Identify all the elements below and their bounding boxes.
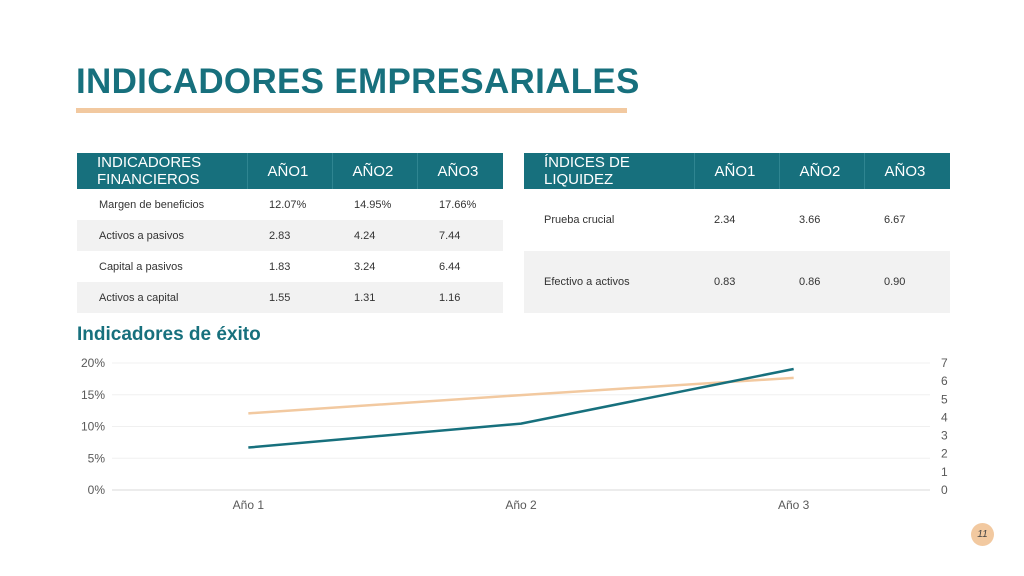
table-row: Activos a capital 1.55 1.31 1.16 [77, 282, 503, 313]
header-year3: AÑO3 [417, 153, 503, 189]
cell-value: 1.55 [247, 282, 332, 313]
header-year1: AÑO1 [247, 153, 333, 189]
table-header-row: ÍNDICES DE LIQUIDEZ AÑO1 AÑO2 AÑO3 [524, 153, 950, 189]
cell-value: 6.44 [439, 260, 461, 273]
cell-value: 1.16 [417, 282, 503, 313]
table-header-row: INDICADORES FINANCIEROS AÑO1 AÑO2 AÑO3 [77, 153, 503, 189]
y-right-tick-label: 5 [941, 392, 948, 406]
cell-value: 12.07% [269, 198, 307, 211]
table-row: Prueba crucial 2.34 3.66 6.67 [524, 189, 950, 251]
cell-value: 4.24 [332, 220, 417, 251]
row-label: Efectivo a activos [524, 251, 694, 313]
table-row: Activos a pasivos 2.83 4.24 7.44 [77, 220, 503, 251]
series-line-1 [248, 376, 794, 415]
y-left-tick-label: 15% [81, 388, 105, 402]
y-right-tick-label: 6 [941, 374, 948, 388]
header-year2: AÑO2 [779, 153, 865, 189]
cell-value: 6.67 [884, 214, 906, 226]
y-left-tick-label: 0% [88, 483, 106, 497]
series-line-2 [248, 367, 794, 449]
cell-value: 3.24 [354, 260, 376, 273]
cell-value: 2.83 [247, 220, 332, 251]
cell-value: 1.31 [332, 282, 417, 313]
row-label: Prueba crucial [544, 214, 615, 226]
cell-value: 3.66 [799, 214, 821, 226]
y-right-tick-label: 2 [941, 447, 948, 461]
x-tick-label: Año 1 [233, 498, 265, 512]
cell-value: 0.83 [694, 251, 779, 313]
y-right-tick-label: 4 [941, 410, 948, 424]
x-tick-label: Año 3 [778, 498, 810, 512]
y-left-tick-label: 5% [88, 451, 106, 465]
row-label: Margen de beneficios [99, 198, 205, 211]
table-row: Capital a pasivos 1.83 3.24 6.44 [77, 251, 503, 282]
y-left-tick-label: 20% [81, 356, 105, 370]
financial-indicators-table: INDICADORES FINANCIEROS AÑO1 AÑO2 AÑO3 M… [77, 153, 503, 313]
success-indicators-chart: 0% 5% 10% 15% 20% 0 1 2 3 4 5 6 7 Año 1 Año 2 Año 3 [81, 356, 948, 512]
cell-value: 7.44 [417, 220, 503, 251]
cell-value: 0.86 [779, 251, 864, 313]
row-label: Activos a pasivos [77, 220, 247, 251]
table-row: Efectivo a activos 0.83 0.86 0.90 [524, 251, 950, 313]
cell-value: 17.66% [439, 198, 477, 211]
cell-value: 0.90 [864, 251, 950, 313]
x-tick-label: Año 2 [505, 498, 537, 512]
cell-value: 2.34 [714, 214, 736, 226]
title-underline [76, 108, 627, 113]
cell-value: 14.95% [354, 198, 392, 211]
y-left-tick-label: 10% [81, 420, 105, 434]
slide-title: INDICADORES EMPRESARIALES [76, 62, 640, 101]
header-year2: AÑO2 [332, 153, 418, 189]
y-right-tick-label: 3 [941, 429, 948, 443]
y-right-tick-label: 1 [941, 465, 948, 479]
liquidity-indices-table: ÍNDICES DE LIQUIDEZ AÑO1 AÑO2 AÑO3 Prueb… [524, 153, 950, 313]
cell-value: 1.83 [269, 260, 291, 273]
row-label: Activos a capital [77, 282, 247, 313]
chart-title: Indicadores de éxito [77, 324, 261, 345]
y-right-tick-label: 0 [941, 483, 948, 497]
header-liquidity-indices: ÍNDICES DE LIQUIDEZ [524, 153, 695, 189]
y-right-tick-label: 7 [941, 356, 948, 370]
page-number: 11 [971, 523, 994, 546]
row-label: Capital a pasivos [99, 260, 183, 273]
header-financial-indicators: INDICADORES FINANCIEROS [77, 153, 248, 189]
header-year1: AÑO1 [694, 153, 780, 189]
header-year3: AÑO3 [864, 153, 950, 189]
table-row: Margen de beneficios 12.07% 14.95% 17.66… [77, 189, 503, 220]
